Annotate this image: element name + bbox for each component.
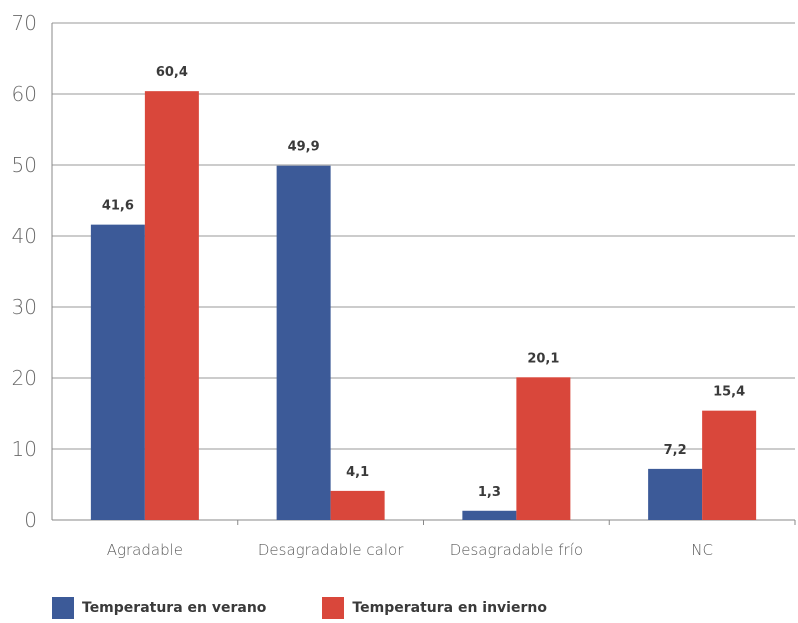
y-tick-label-70: 70 xyxy=(12,11,37,35)
y-tick-label-0: 0 xyxy=(24,508,37,532)
bar-winter-0 xyxy=(144,91,199,520)
y-tick-label-30: 30 xyxy=(12,295,37,319)
x-category-label-0: Agradable xyxy=(107,541,183,559)
x-category-label-2: Desagradable frío xyxy=(450,541,583,559)
legend-label-winter: Temperatura en invierno xyxy=(352,600,547,616)
data-label-winter-3: 15,4 xyxy=(713,385,745,400)
bar-winter-3 xyxy=(702,410,757,520)
legend-label-summer: Temperatura en verano xyxy=(82,600,267,616)
legend-item-winter: Temperatura en invierno xyxy=(322,597,547,619)
legend-swatch-summer xyxy=(52,597,74,619)
x-category-label-1: Desagradable calor xyxy=(258,541,404,559)
bar-summer-3 xyxy=(648,468,703,520)
data-label-summer-3: 7,2 xyxy=(664,443,687,458)
y-tick-label-40: 40 xyxy=(12,224,37,248)
y-tick-label-50: 50 xyxy=(12,153,37,177)
legend: Temperatura en verano Temperatura en inv… xyxy=(52,597,547,619)
bar-winter-1 xyxy=(330,490,385,520)
x-category-label-3: NC xyxy=(691,541,713,559)
bar-summer-1 xyxy=(276,165,331,520)
data-label-winter-2: 20,1 xyxy=(527,351,559,366)
legend-swatch-winter xyxy=(322,597,345,619)
bar-chart: 0 10 20 30 40 50 60 70 41,6 60,4 Agradable 49,9 4,1 D… xyxy=(12,11,796,559)
legend-item-summer: Temperatura en verano xyxy=(52,597,266,619)
data-label-summer-0: 41,6 xyxy=(102,199,134,214)
data-label-winter-0: 60,4 xyxy=(156,65,188,80)
y-tick-label-10: 10 xyxy=(12,437,37,461)
bar-summer-2 xyxy=(462,510,517,520)
data-label-summer-2: 1,3 xyxy=(478,485,501,500)
bar-winter-2 xyxy=(516,377,571,520)
y-tick-label-20: 20 xyxy=(12,366,37,390)
data-label-winter-1: 4,1 xyxy=(346,465,369,480)
data-label-summer-1: 49,9 xyxy=(288,140,320,155)
y-tick-label-60: 60 xyxy=(12,82,37,106)
bar-summer-0 xyxy=(90,224,145,520)
